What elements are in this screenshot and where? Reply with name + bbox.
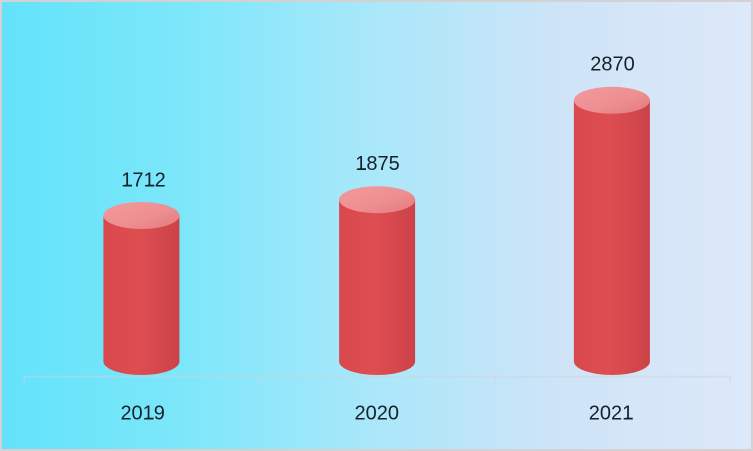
- svg-text:2021: 2021: [589, 403, 634, 425]
- svg-text:2020: 2020: [355, 403, 400, 425]
- svg-text:2019: 2019: [120, 403, 165, 425]
- svg-text:1712: 1712: [121, 170, 166, 192]
- svg-text:2870: 2870: [590, 53, 635, 75]
- svg-text:1875: 1875: [355, 153, 400, 175]
